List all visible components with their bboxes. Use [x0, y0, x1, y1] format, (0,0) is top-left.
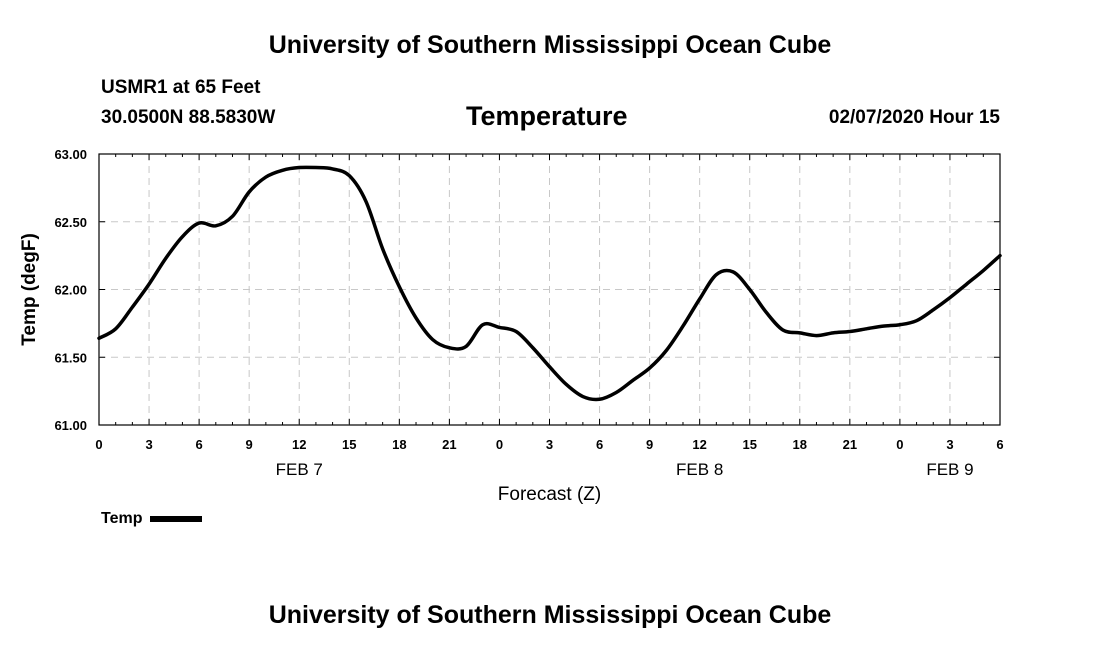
x-tick-label: 15	[342, 437, 356, 452]
x-tick-label: 0	[496, 437, 503, 452]
chart-title: University of Southern Mississippi Ocean…	[268, 31, 832, 59]
x-tick-label: 21	[843, 437, 857, 452]
legend-line-swatch	[150, 516, 203, 522]
x-tick-label: 12	[292, 437, 306, 452]
x-tick-label: 18	[793, 437, 807, 452]
x-tick-label: 0	[95, 437, 102, 452]
x-tick-label: 0	[896, 437, 903, 452]
x-tick-label: 3	[546, 437, 553, 452]
footer-title: University of Southern Mississippi Ocean…	[268, 601, 832, 629]
timestamp-label: 02/07/2020 Hour 15	[828, 107, 1000, 128]
y-axis-label: Temp (degF)	[19, 233, 40, 346]
date-label: FEB 8	[676, 460, 723, 479]
temp-series-line	[97, 165, 1002, 402]
x-tick-label: 21	[442, 437, 456, 452]
x-tick-label: 6	[195, 437, 202, 452]
x-axis-label: Forecast (Z)	[498, 484, 601, 505]
variable-title: Temperature	[466, 101, 628, 131]
y-tick-label: 63.00	[54, 147, 87, 162]
x-tick-label: 6	[596, 437, 603, 452]
x-tick-label: 9	[646, 437, 653, 452]
y-tick-label: 62.00	[54, 283, 87, 298]
x-tick-label: 15	[742, 437, 756, 452]
y-tick-label: 61.50	[54, 350, 87, 365]
y-tick-label: 62.50	[54, 215, 87, 230]
legend-label: Temp	[101, 510, 143, 527]
x-tick-label: 6	[996, 437, 1003, 452]
legend: Temp	[101, 510, 203, 528]
station-label: USMR1 at 65 Feet	[101, 77, 261, 98]
x-tick-label: 12	[692, 437, 706, 452]
x-tick-label: 3	[145, 437, 152, 452]
coordinates-label: 30.0500N 88.5830W	[101, 107, 276, 128]
date-label: FEB 7	[276, 460, 323, 479]
x-tick-label: 9	[246, 437, 253, 452]
y-tick-label: 61.00	[54, 418, 87, 433]
date-label: FEB 9	[926, 460, 973, 479]
x-tick-label: 3	[946, 437, 953, 452]
x-tick-label: 18	[392, 437, 406, 452]
